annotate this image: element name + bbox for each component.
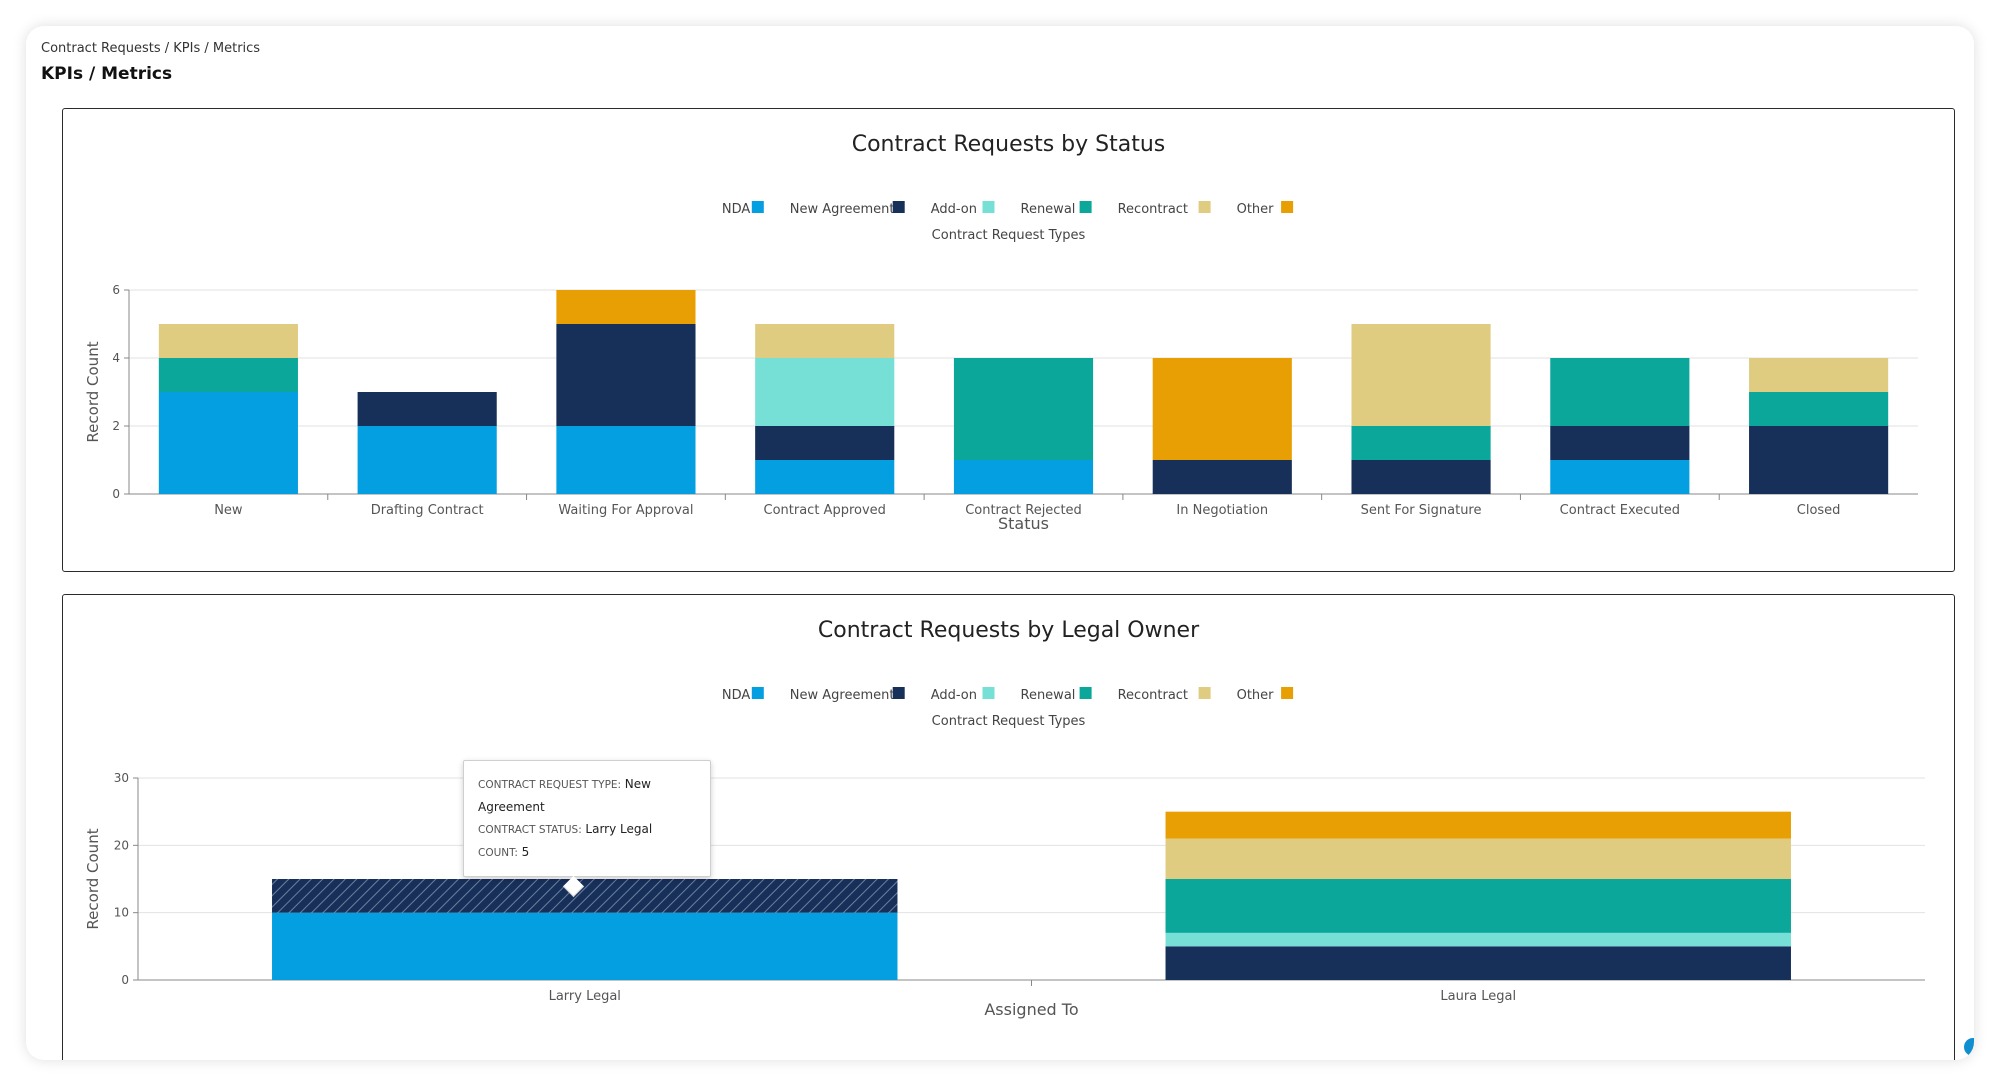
y-tick-label: 4	[112, 351, 120, 365]
tooltip-type-key: CONTRACT REQUEST TYPE:	[478, 779, 622, 791]
bar-laura-legal-add-on	[1165, 932, 1791, 947]
legend-label-new-agreement: New Agreement	[790, 202, 895, 217]
y-tick-label: 0	[121, 973, 129, 987]
page-title: KPIs / Metrics	[41, 64, 173, 84]
bar-new-recontract	[158, 324, 298, 358]
help-bubble-icon[interactable]	[1964, 1038, 1974, 1056]
bar-drafting-contract-new-agreement	[357, 392, 497, 426]
legend-label-new-agreement: New Agreement	[790, 688, 895, 703]
bar-contract-executed-renewal	[1550, 358, 1690, 426]
x-tick-label: Laura Legal	[1440, 989, 1516, 1004]
y-tick-label: 6	[112, 283, 120, 297]
legend-swatch-nda	[751, 201, 764, 213]
legend-swatch-other	[1281, 201, 1294, 213]
legend-swatch-add-on	[982, 201, 995, 213]
y-axis-label: Record Count	[84, 341, 102, 442]
bar-laura-legal-renewal	[1165, 879, 1791, 933]
y-tick-label: 20	[114, 838, 129, 852]
bar-laura-legal-other	[1165, 811, 1791, 839]
tooltip-count-key: COUNT:	[478, 847, 518, 859]
y-tick-label: 0	[112, 487, 120, 501]
legend-swatch-nda	[751, 687, 764, 699]
x-tick-label: In Negotiation	[1176, 503, 1268, 518]
legend-label-nda: NDA	[722, 688, 751, 703]
legend-swatch-other	[1281, 687, 1294, 699]
x-tick-label: Closed	[1797, 503, 1841, 518]
tooltip-status-value: Larry Legal	[585, 822, 653, 836]
bar-contract-approved-nda	[755, 460, 895, 494]
y-tick-label: 10	[114, 906, 129, 920]
legend-label-other: Other	[1237, 202, 1275, 217]
bar-waiting-for-approval-other	[556, 290, 696, 324]
bar-contract-executed-new-agreement	[1550, 426, 1690, 460]
legend-label-add-on: Add-on	[931, 688, 977, 703]
chart-title: Contract Requests by Legal Owner	[818, 618, 1200, 643]
bar-sent-for-signature-recontract	[1351, 324, 1491, 426]
legend-swatch-new-agreement	[892, 687, 905, 699]
legend-title: Contract Request Types	[932, 714, 1086, 729]
main-card: Contract Requests / KPIs / Metrics KPIs …	[26, 26, 1974, 1060]
legend-swatch-recontract	[1198, 687, 1211, 699]
bar-contract-approved-recontract	[755, 324, 895, 358]
bar-laura-legal-recontract	[1165, 838, 1791, 879]
bar-larry-legal-nda	[272, 912, 898, 980]
bar-closed-renewal	[1749, 392, 1889, 426]
y-axis-label: Record Count	[84, 828, 102, 929]
tooltip-count-value: 5	[521, 845, 530, 859]
legend-swatch-renewal	[1079, 201, 1092, 213]
legend-title: Contract Request Types	[932, 228, 1086, 243]
x-tick-label: Larry Legal	[549, 989, 621, 1004]
x-tick-label: Contract Rejected	[965, 503, 1082, 518]
legend-label-renewal: Renewal	[1021, 688, 1076, 703]
bar-sent-for-signature-renewal	[1351, 426, 1491, 460]
x-axis-label: Status	[998, 514, 1049, 533]
legal-owner-chart: Contract Requests by Legal Owner NDA New A…	[84, 618, 1925, 1019]
bar-in-negotiation-other	[1152, 358, 1292, 460]
bar-contract-executed-nda	[1550, 460, 1690, 494]
bar-closed-new-agreement	[1749, 426, 1889, 494]
x-tick-label: New	[214, 503, 243, 518]
bar-laura-legal-new-agreement	[1165, 946, 1791, 980]
bar-new-nda	[158, 392, 298, 494]
bar-in-negotiation-new-agreement	[1152, 460, 1292, 494]
legend-label-recontract: Recontract	[1118, 688, 1188, 703]
legend-swatch-add-on	[982, 687, 995, 699]
bar-contract-rejected-renewal	[953, 358, 1094, 460]
legend-label-recontract: Recontract	[1118, 202, 1188, 217]
y-tick-label: 30	[114, 771, 129, 785]
bar-sent-for-signature-new-agreement	[1351, 460, 1491, 494]
chart-panel-by-status: Contract Requests by Status NDA New Agreem…	[62, 108, 1955, 572]
bar-waiting-for-approval-nda	[556, 426, 696, 494]
bar-new-renewal	[158, 358, 298, 392]
bar-waiting-for-approval-new-agreement	[556, 324, 696, 426]
legend-label-renewal: Renewal	[1021, 202, 1076, 217]
tooltip-type-value: New Agreement	[478, 777, 651, 814]
bar-larry-legal-new-agreement	[272, 879, 898, 913]
y-tick-label: 2	[112, 419, 120, 433]
bar-drafting-contract-nda	[357, 426, 497, 494]
x-tick-label: Contract Approved	[764, 503, 886, 518]
legend-swatch-recontract	[1198, 201, 1211, 213]
chart-panel-by-legal-owner: Contract Requests by Legal Owner NDA New A…	[62, 594, 1955, 1060]
legend-label-nda: NDA	[722, 202, 751, 217]
tooltip-status-key: CONTRACT STATUS:	[478, 824, 582, 836]
legend-label-add-on: Add-on	[931, 202, 977, 217]
legend-swatch-new-agreement	[892, 201, 905, 213]
breadcrumb[interactable]: Contract Requests / KPIs / Metrics	[41, 41, 261, 56]
legend-label-other: Other	[1237, 688, 1275, 703]
x-tick-label: Sent For Signature	[1361, 503, 1482, 518]
x-tick-label: Drafting Contract	[371, 503, 484, 518]
x-axis-label: Assigned To	[984, 1000, 1078, 1019]
legend-swatch-renewal	[1079, 687, 1092, 699]
bar-contract-rejected-nda	[953, 460, 1094, 494]
bar-contract-approved-new-agreement	[755, 426, 895, 460]
status-chart: Contract Requests by Status NDA New Agreem…	[84, 132, 1918, 533]
bar-contract-approved-add-on	[755, 358, 895, 426]
chart-title: Contract Requests by Status	[852, 132, 1166, 157]
x-tick-label: Contract Executed	[1560, 503, 1680, 518]
chart-tooltip: CONTRACT REQUEST TYPE: New Agreement CON…	[463, 760, 711, 877]
x-tick-label: Waiting For Approval	[558, 503, 693, 518]
bar-closed-recontract	[1749, 358, 1889, 392]
